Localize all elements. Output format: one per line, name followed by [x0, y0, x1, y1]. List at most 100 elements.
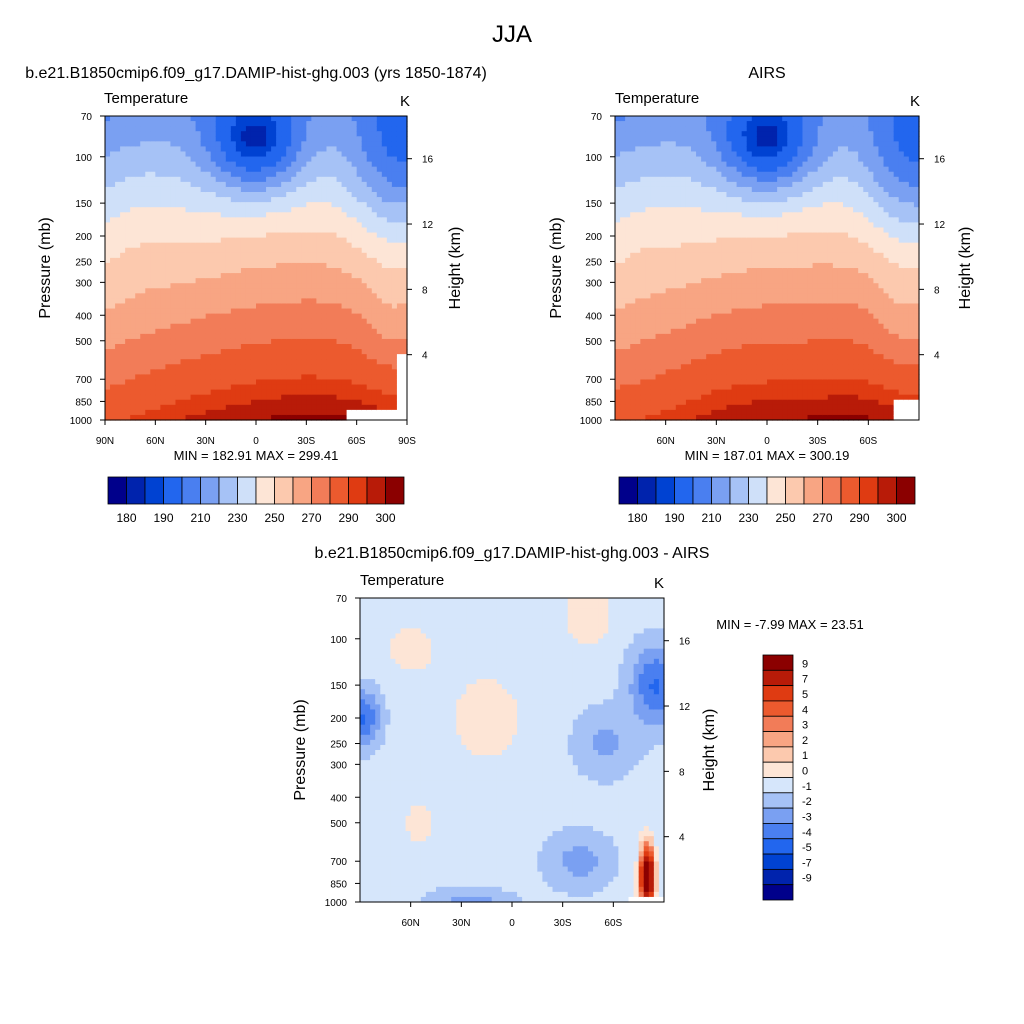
- field-cell: [346, 222, 353, 229]
- field-cell: [256, 197, 262, 203]
- field-cell: [245, 151, 252, 158]
- field-cell: [125, 404, 131, 411]
- field-cell: [175, 318, 182, 325]
- field-cell: [215, 232, 222, 239]
- field-cell: [356, 121, 363, 127]
- field-cell: [711, 171, 717, 178]
- field-cell: [650, 318, 657, 325]
- field-cell: [220, 156, 227, 163]
- field-cell: [190, 349, 197, 355]
- field-cell: [711, 207, 717, 213]
- field-cell: [291, 171, 297, 178]
- field-cell: [195, 354, 202, 360]
- field-cell: [195, 308, 202, 315]
- field-cell: [276, 192, 282, 198]
- field-cell: [680, 268, 687, 274]
- field-cell: [336, 227, 343, 234]
- field-cell: [346, 404, 353, 411]
- field-cell: [635, 217, 641, 223]
- field-cell: [336, 298, 343, 305]
- field-cell: [306, 308, 312, 315]
- field-cell: [630, 293, 636, 299]
- field-cell: [130, 156, 136, 163]
- field-cell: [301, 288, 307, 294]
- field-cell: [391, 298, 398, 305]
- field-cell: [175, 283, 182, 289]
- field-cell: [701, 247, 707, 254]
- field-cell: [205, 323, 212, 330]
- field-cell: [250, 313, 257, 320]
- field-cell: [316, 136, 323, 142]
- field-cell: [311, 212, 317, 218]
- field-cell: [170, 389, 177, 396]
- field-cell: [245, 359, 252, 365]
- field-cell: [650, 384, 657, 391]
- field-cell: [371, 252, 378, 259]
- field-cell: [230, 323, 237, 330]
- field-cell: [620, 156, 626, 163]
- field-cell: [215, 136, 222, 142]
- field-cell: [195, 399, 202, 406]
- field-cell: [615, 161, 621, 168]
- field-cell: [696, 268, 702, 274]
- field-cell: [640, 338, 646, 345]
- field-cell: [185, 252, 192, 259]
- field-cell: [135, 379, 141, 386]
- field-cell: [160, 394, 166, 401]
- field-cell: [625, 278, 631, 284]
- field-cell: [615, 121, 621, 127]
- field-cell: [120, 156, 126, 163]
- field-cell: [691, 394, 697, 401]
- field-cell: [716, 166, 722, 173]
- field-cell: [271, 212, 277, 218]
- field-cell: [125, 212, 131, 218]
- field-cell: [155, 364, 161, 370]
- field-cell: [331, 278, 338, 284]
- field-cell: [650, 212, 657, 218]
- field-cell: [245, 404, 252, 411]
- field-cell: [696, 283, 702, 289]
- field-cell: [140, 414, 146, 421]
- field-cell: [276, 303, 282, 310]
- field-cell: [640, 288, 646, 294]
- field-cell: [615, 409, 621, 416]
- field-cell: [250, 389, 257, 396]
- field-cell: [225, 404, 232, 411]
- field-cell: [645, 207, 652, 213]
- field-cell: [205, 252, 212, 259]
- field-cell: [145, 247, 151, 254]
- field-cell: [245, 222, 252, 229]
- field-cell: [701, 369, 707, 375]
- field-cell: [245, 313, 252, 320]
- field-cell: [665, 369, 672, 375]
- field-cell: [615, 222, 621, 229]
- field-cell: [271, 344, 277, 350]
- field-cell: [105, 384, 111, 391]
- field-cell: [391, 212, 398, 218]
- field-cell: [706, 344, 712, 350]
- field-cell: [625, 344, 631, 350]
- field-cell: [245, 247, 252, 254]
- field-cell: [170, 278, 177, 284]
- field-cell: [401, 156, 408, 163]
- field-cell: [170, 273, 177, 279]
- field-cell: [371, 409, 378, 416]
- field-cell: [286, 303, 292, 310]
- field-cell: [276, 354, 282, 360]
- field-cell: [696, 202, 702, 208]
- field-cell: [120, 414, 126, 421]
- field-cell: [635, 186, 641, 193]
- field-cell: [261, 354, 267, 360]
- field-cell: [220, 252, 227, 259]
- field-cell: [225, 141, 232, 147]
- field-cell: [620, 298, 626, 305]
- field-cell: [311, 222, 317, 229]
- field-cell: [125, 262, 131, 269]
- field-cell: [135, 354, 141, 360]
- field-cell: [716, 202, 722, 208]
- field-cell: [150, 121, 156, 127]
- field-cell: [341, 303, 348, 310]
- field-cell: [125, 257, 131, 264]
- field-cell: [110, 161, 116, 168]
- field-cell: [235, 283, 242, 289]
